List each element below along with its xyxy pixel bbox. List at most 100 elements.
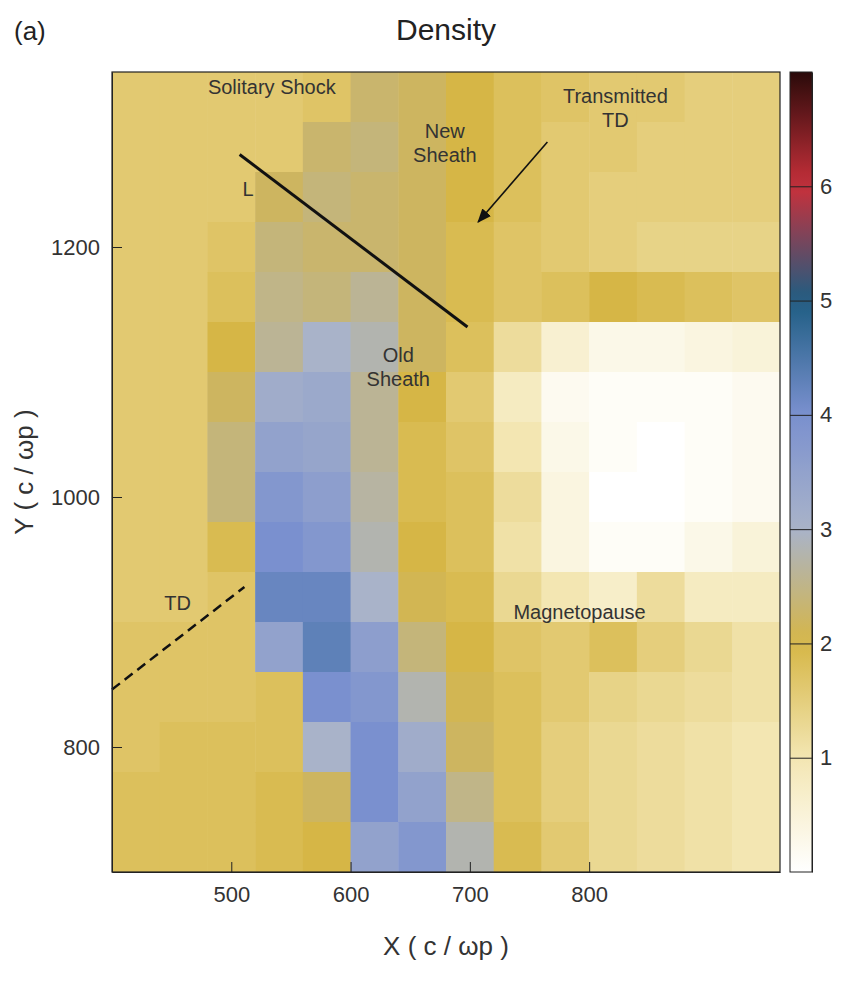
annotation: Magnetopause	[513, 601, 645, 623]
cell	[685, 422, 733, 473]
annotation-texts: Solitary ShockNewSheathTransmittedTDLOld…	[164, 76, 668, 623]
cell	[398, 422, 446, 473]
cell	[494, 722, 542, 773]
cell	[541, 372, 589, 423]
annotation-line	[240, 155, 468, 328]
x-axis-tick: 800	[571, 862, 608, 907]
cell	[494, 672, 542, 723]
annotation: Solitary Shock	[208, 76, 337, 98]
cell	[112, 422, 160, 473]
cell	[494, 272, 542, 323]
colorbar-axis: 123456	[790, 73, 832, 873]
annotation: L	[242, 178, 253, 200]
annotation-line	[112, 587, 244, 690]
cell	[446, 622, 494, 673]
cell	[303, 122, 351, 173]
cell	[398, 622, 446, 673]
cell	[160, 672, 208, 723]
x-axis-tick-mark	[351, 862, 352, 872]
x-axis-tick: 500	[213, 862, 250, 907]
cell	[255, 272, 303, 323]
colorbar	[790, 72, 812, 872]
cell	[255, 672, 303, 723]
cell	[398, 672, 446, 723]
annotations	[112, 142, 547, 690]
panel-label: (a)	[14, 16, 46, 46]
cell	[732, 222, 780, 273]
cell	[732, 472, 780, 523]
cell	[446, 722, 494, 773]
annotation: Sheath	[413, 144, 476, 166]
cell	[351, 422, 399, 473]
cell	[637, 822, 685, 872]
annotation: TD	[602, 109, 629, 131]
cell	[255, 572, 303, 623]
cell	[303, 572, 351, 623]
annotation: New	[425, 120, 466, 142]
cell	[685, 572, 733, 623]
cell	[160, 822, 208, 872]
cell	[255, 722, 303, 773]
cell	[255, 472, 303, 523]
cell	[112, 822, 160, 872]
cell	[541, 172, 589, 223]
colorbar-axis-tick-mark	[790, 643, 812, 644]
x-axis-tick-label: 700	[452, 882, 489, 907]
cell	[207, 172, 255, 223]
cell	[494, 422, 542, 473]
colorbar-axis-tick-label: 2	[820, 631, 832, 656]
annotation: Transmitted	[563, 85, 668, 107]
cell	[446, 572, 494, 623]
cell	[732, 372, 780, 423]
cell	[112, 172, 160, 223]
x-axis-tick-label: 800	[571, 882, 608, 907]
cell	[637, 322, 685, 373]
cell	[685, 472, 733, 523]
cell	[160, 222, 208, 273]
cell	[351, 772, 399, 823]
cell	[398, 722, 446, 773]
cell	[541, 622, 589, 673]
cell	[351, 622, 399, 673]
y-axis-tick: 1000	[51, 485, 122, 510]
cell	[160, 72, 208, 123]
x-axis-tick: 600	[333, 862, 370, 907]
colorbar-axis-tick-mark	[790, 415, 812, 416]
cell	[255, 522, 303, 573]
cell	[637, 622, 685, 673]
cell	[685, 272, 733, 323]
cell	[351, 572, 399, 623]
cell	[494, 222, 542, 273]
cell	[446, 222, 494, 273]
cell	[160, 472, 208, 523]
cell	[541, 322, 589, 373]
cell	[589, 222, 637, 273]
y-axis: 800 1000 1200	[51, 73, 122, 873]
cell	[112, 322, 160, 373]
cell	[541, 822, 589, 872]
cell	[685, 322, 733, 373]
cell	[207, 772, 255, 823]
cell	[303, 222, 351, 273]
cell	[303, 272, 351, 323]
cell	[112, 222, 160, 273]
y-axis-tick: 800	[63, 735, 122, 760]
cell	[351, 172, 399, 223]
cell	[112, 372, 160, 423]
cell	[637, 422, 685, 473]
cell	[351, 72, 399, 123]
cell	[160, 722, 208, 773]
x-axis-line	[113, 872, 781, 873]
cell	[446, 822, 494, 872]
cell	[303, 672, 351, 723]
cell	[541, 672, 589, 723]
cell	[255, 822, 303, 872]
y-axis-tick-label: 1200	[51, 235, 100, 260]
x-axis-tick-mark	[589, 862, 590, 872]
colorbar-axis-line	[812, 73, 813, 873]
cell	[446, 472, 494, 523]
cell	[732, 172, 780, 223]
cell	[541, 422, 589, 473]
cell	[446, 372, 494, 423]
cell	[303, 522, 351, 573]
